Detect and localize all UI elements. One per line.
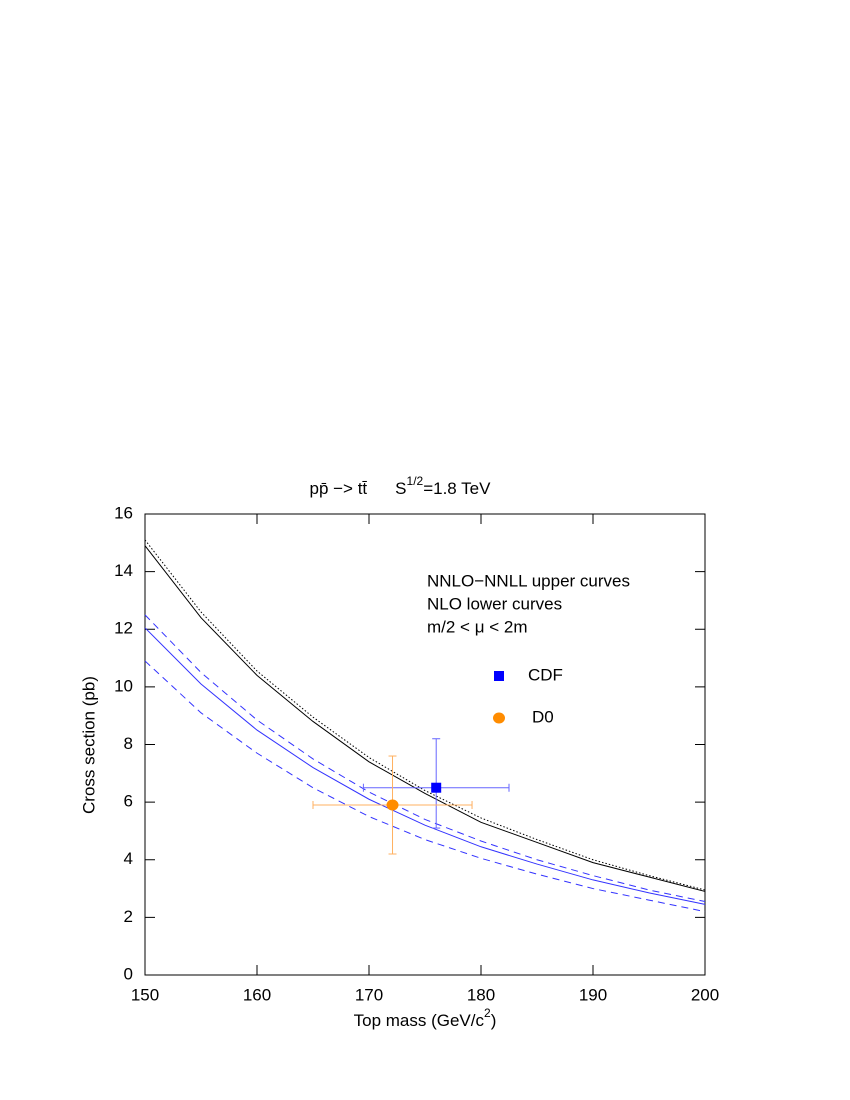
x-label-text: Top mass (GeV/c (354, 1011, 485, 1030)
x-tick-label: 190 (579, 985, 607, 1004)
x-label-close: ) (491, 1011, 497, 1030)
x-tick-label: 170 (355, 985, 383, 1004)
curve (144, 660, 706, 913)
y-tick-label: 16 (114, 503, 133, 522)
data-point (431, 782, 442, 793)
x-tick-label: 200 (691, 985, 719, 1004)
y-axis-label: Cross section (pb) (79, 676, 98, 814)
legend-label: D0 (532, 707, 554, 726)
x-axis-label: Top mass (GeV/c2) (354, 1006, 497, 1030)
x-tick-label: 160 (243, 985, 271, 1004)
data-point (386, 799, 399, 811)
curve (144, 545, 706, 892)
x-label-exp: 2 (484, 1006, 491, 1020)
annotation: m/2 < μ < 2m (427, 617, 528, 636)
title-energy-rest: =1.8 TeV (423, 479, 491, 498)
annotation: NLO lower curves (427, 594, 562, 613)
chart-title: pp̄ −> tt̄ S1/2=1.8 TeV (310, 474, 492, 498)
title-energy: S (395, 479, 406, 498)
y-tick-label: 8 (124, 734, 133, 753)
title-exp: 1/2 (407, 474, 424, 488)
y-tick-label: 6 (124, 792, 133, 811)
x-tick-label: 150 (131, 985, 159, 1004)
x-tick-label: 180 (467, 985, 495, 1004)
y-tick-label: 10 (114, 676, 133, 695)
legend-label: CDF (528, 665, 563, 684)
y-tick-label: 4 (124, 849, 133, 868)
y-tick-label: 14 (114, 561, 133, 580)
curve (144, 614, 706, 903)
title-process: pp̄ −> tt̄ (310, 479, 368, 498)
legend-marker (493, 712, 505, 724)
y-tick-label: 12 (114, 619, 133, 638)
curve (144, 539, 706, 891)
y-tick-label: 0 (124, 964, 133, 983)
curve (144, 627, 706, 905)
legend-marker (494, 671, 504, 681)
y-tick-label: 2 (124, 907, 133, 926)
annotation: NNLO−NNLL upper curves (427, 571, 630, 590)
